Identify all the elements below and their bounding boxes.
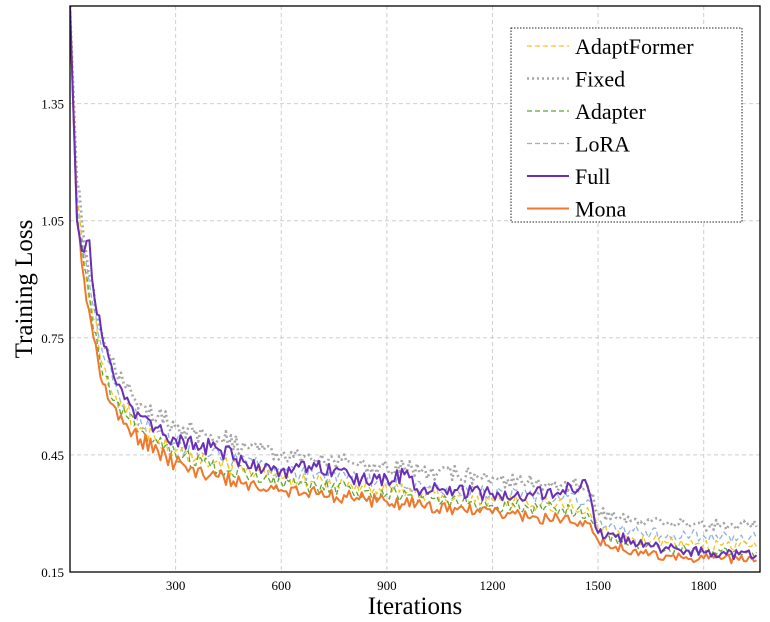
x-axis-title: Iterations: [368, 593, 462, 620]
series-line-fixed: [70, 6, 758, 532]
series-line-lora: [70, 6, 758, 545]
legend-label-fixed: Fixed: [575, 67, 625, 92]
series-line-full: [70, 6, 758, 561]
y-tick-label: 1.05: [41, 214, 64, 229]
legend-label-lora: LoRA: [575, 132, 630, 157]
legend-box: [510, 27, 743, 223]
legend-label-adaptformer: AdaptFormer: [575, 34, 694, 59]
series-line-mona: [70, 6, 757, 565]
legend: AdaptFormer Fixed Adapter LoRA Full Mona: [510, 27, 743, 223]
x-tick-label: 900: [377, 578, 397, 593]
y-tick-label: 0.15: [41, 565, 64, 580]
plot-frame: [69, 5, 761, 573]
legend-label-adapter: Adapter: [575, 99, 647, 124]
y-axis-title: Training Loss: [11, 220, 38, 359]
y-tick-label: 0.75: [41, 331, 64, 346]
x-tick-label: 1200: [479, 578, 505, 593]
x-tick-label: 600: [271, 578, 291, 593]
tick-labels: 300 600 900 1200 1500 1800 0.15 0.45 0.75 1.05 1.3…: [41, 97, 716, 593]
y-tick-label: 0.45: [41, 448, 64, 463]
legend-label-full: Full: [575, 164, 610, 189]
legend-label-mona: Mona: [575, 197, 627, 222]
x-tick-label: 300: [166, 578, 186, 593]
x-tick-label: 1800: [691, 578, 717, 593]
y-tick-label: 1.35: [41, 97, 64, 112]
x-tick-label: 1500: [585, 578, 611, 593]
series-lines: [70, 6, 758, 565]
